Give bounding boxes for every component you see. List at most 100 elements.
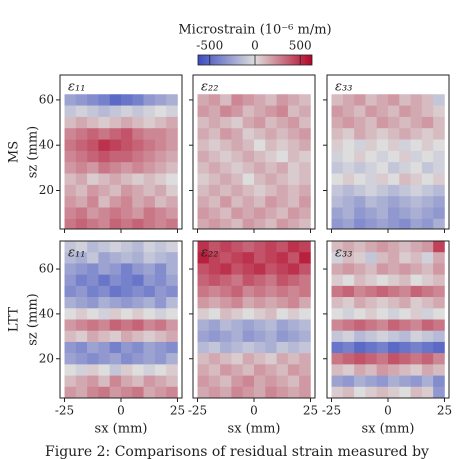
cell xyxy=(376,330,389,343)
cell xyxy=(121,162,133,174)
cell xyxy=(231,386,244,399)
cell xyxy=(410,274,423,287)
cell xyxy=(354,386,366,399)
cell xyxy=(287,308,300,320)
cell xyxy=(388,319,400,332)
cell xyxy=(433,105,445,118)
cell xyxy=(388,218,400,230)
cell xyxy=(143,94,156,106)
cell xyxy=(75,116,88,129)
cell xyxy=(231,330,244,343)
cell xyxy=(354,285,366,298)
cell xyxy=(365,364,378,376)
cell xyxy=(208,364,221,376)
cell xyxy=(132,252,144,264)
cell xyxy=(342,207,355,220)
cell xyxy=(410,285,423,298)
cell xyxy=(143,150,156,163)
cell xyxy=(132,150,144,163)
cell xyxy=(410,105,423,118)
cell xyxy=(433,162,445,174)
cell xyxy=(276,386,289,399)
cell xyxy=(220,353,232,365)
cell xyxy=(64,375,77,388)
cell xyxy=(132,139,144,152)
cell xyxy=(132,285,144,298)
cell xyxy=(354,330,366,343)
cell xyxy=(132,218,144,230)
cell xyxy=(109,207,122,220)
cell xyxy=(299,263,311,275)
cell xyxy=(299,173,311,186)
cell xyxy=(109,330,122,343)
cell xyxy=(433,375,445,388)
cell xyxy=(299,364,311,376)
cell xyxy=(433,330,445,343)
cell xyxy=(220,218,232,230)
cell xyxy=(365,285,378,298)
cell xyxy=(143,353,156,365)
cell xyxy=(433,297,445,309)
cell xyxy=(265,128,277,140)
cell xyxy=(254,252,266,264)
cell xyxy=(410,297,423,309)
cell xyxy=(98,184,111,197)
cell xyxy=(299,297,311,309)
cell xyxy=(421,184,434,197)
cell xyxy=(388,386,400,399)
cell xyxy=(64,341,77,354)
cell xyxy=(299,386,311,399)
cell xyxy=(154,139,167,152)
cell xyxy=(154,375,167,388)
cell xyxy=(132,330,144,343)
cell xyxy=(121,196,133,208)
cell xyxy=(166,252,178,264)
cell xyxy=(433,184,445,197)
cell xyxy=(331,94,344,106)
cell xyxy=(154,353,167,365)
cell xyxy=(354,241,366,253)
x-tick-label: 0 xyxy=(384,404,392,418)
cell xyxy=(365,319,378,332)
cell xyxy=(87,128,99,140)
cell xyxy=(342,150,355,163)
cell xyxy=(166,375,178,388)
row-label: MS xyxy=(7,141,22,163)
cell xyxy=(220,263,232,275)
cell xyxy=(254,184,266,197)
cell xyxy=(388,184,400,197)
cell xyxy=(299,184,311,197)
cell xyxy=(166,386,178,399)
row-label: LTT xyxy=(7,307,22,332)
cell xyxy=(98,386,111,399)
cell xyxy=(231,353,244,365)
cell xyxy=(399,285,411,298)
cell xyxy=(388,173,400,186)
cell xyxy=(242,330,255,343)
cell xyxy=(98,308,111,320)
cell xyxy=(299,196,311,208)
cell xyxy=(75,308,88,320)
cell xyxy=(109,184,122,197)
cell xyxy=(388,196,400,208)
cell xyxy=(231,319,244,332)
cell xyxy=(331,297,344,309)
cell xyxy=(299,128,311,140)
cell xyxy=(331,150,344,163)
cell xyxy=(208,319,221,332)
panel-label: ε₂₂ xyxy=(201,80,218,95)
cell xyxy=(197,341,210,354)
cell xyxy=(132,105,144,118)
panel-label: ε₁₁ xyxy=(68,80,85,95)
cell xyxy=(109,150,122,163)
cell xyxy=(254,139,266,152)
cell xyxy=(98,105,111,118)
cell xyxy=(287,353,300,365)
cell xyxy=(132,308,144,320)
cell xyxy=(121,173,133,186)
cell xyxy=(342,116,355,129)
cell xyxy=(365,162,378,174)
cell xyxy=(220,241,232,253)
cell xyxy=(242,308,255,320)
cell xyxy=(154,364,167,376)
